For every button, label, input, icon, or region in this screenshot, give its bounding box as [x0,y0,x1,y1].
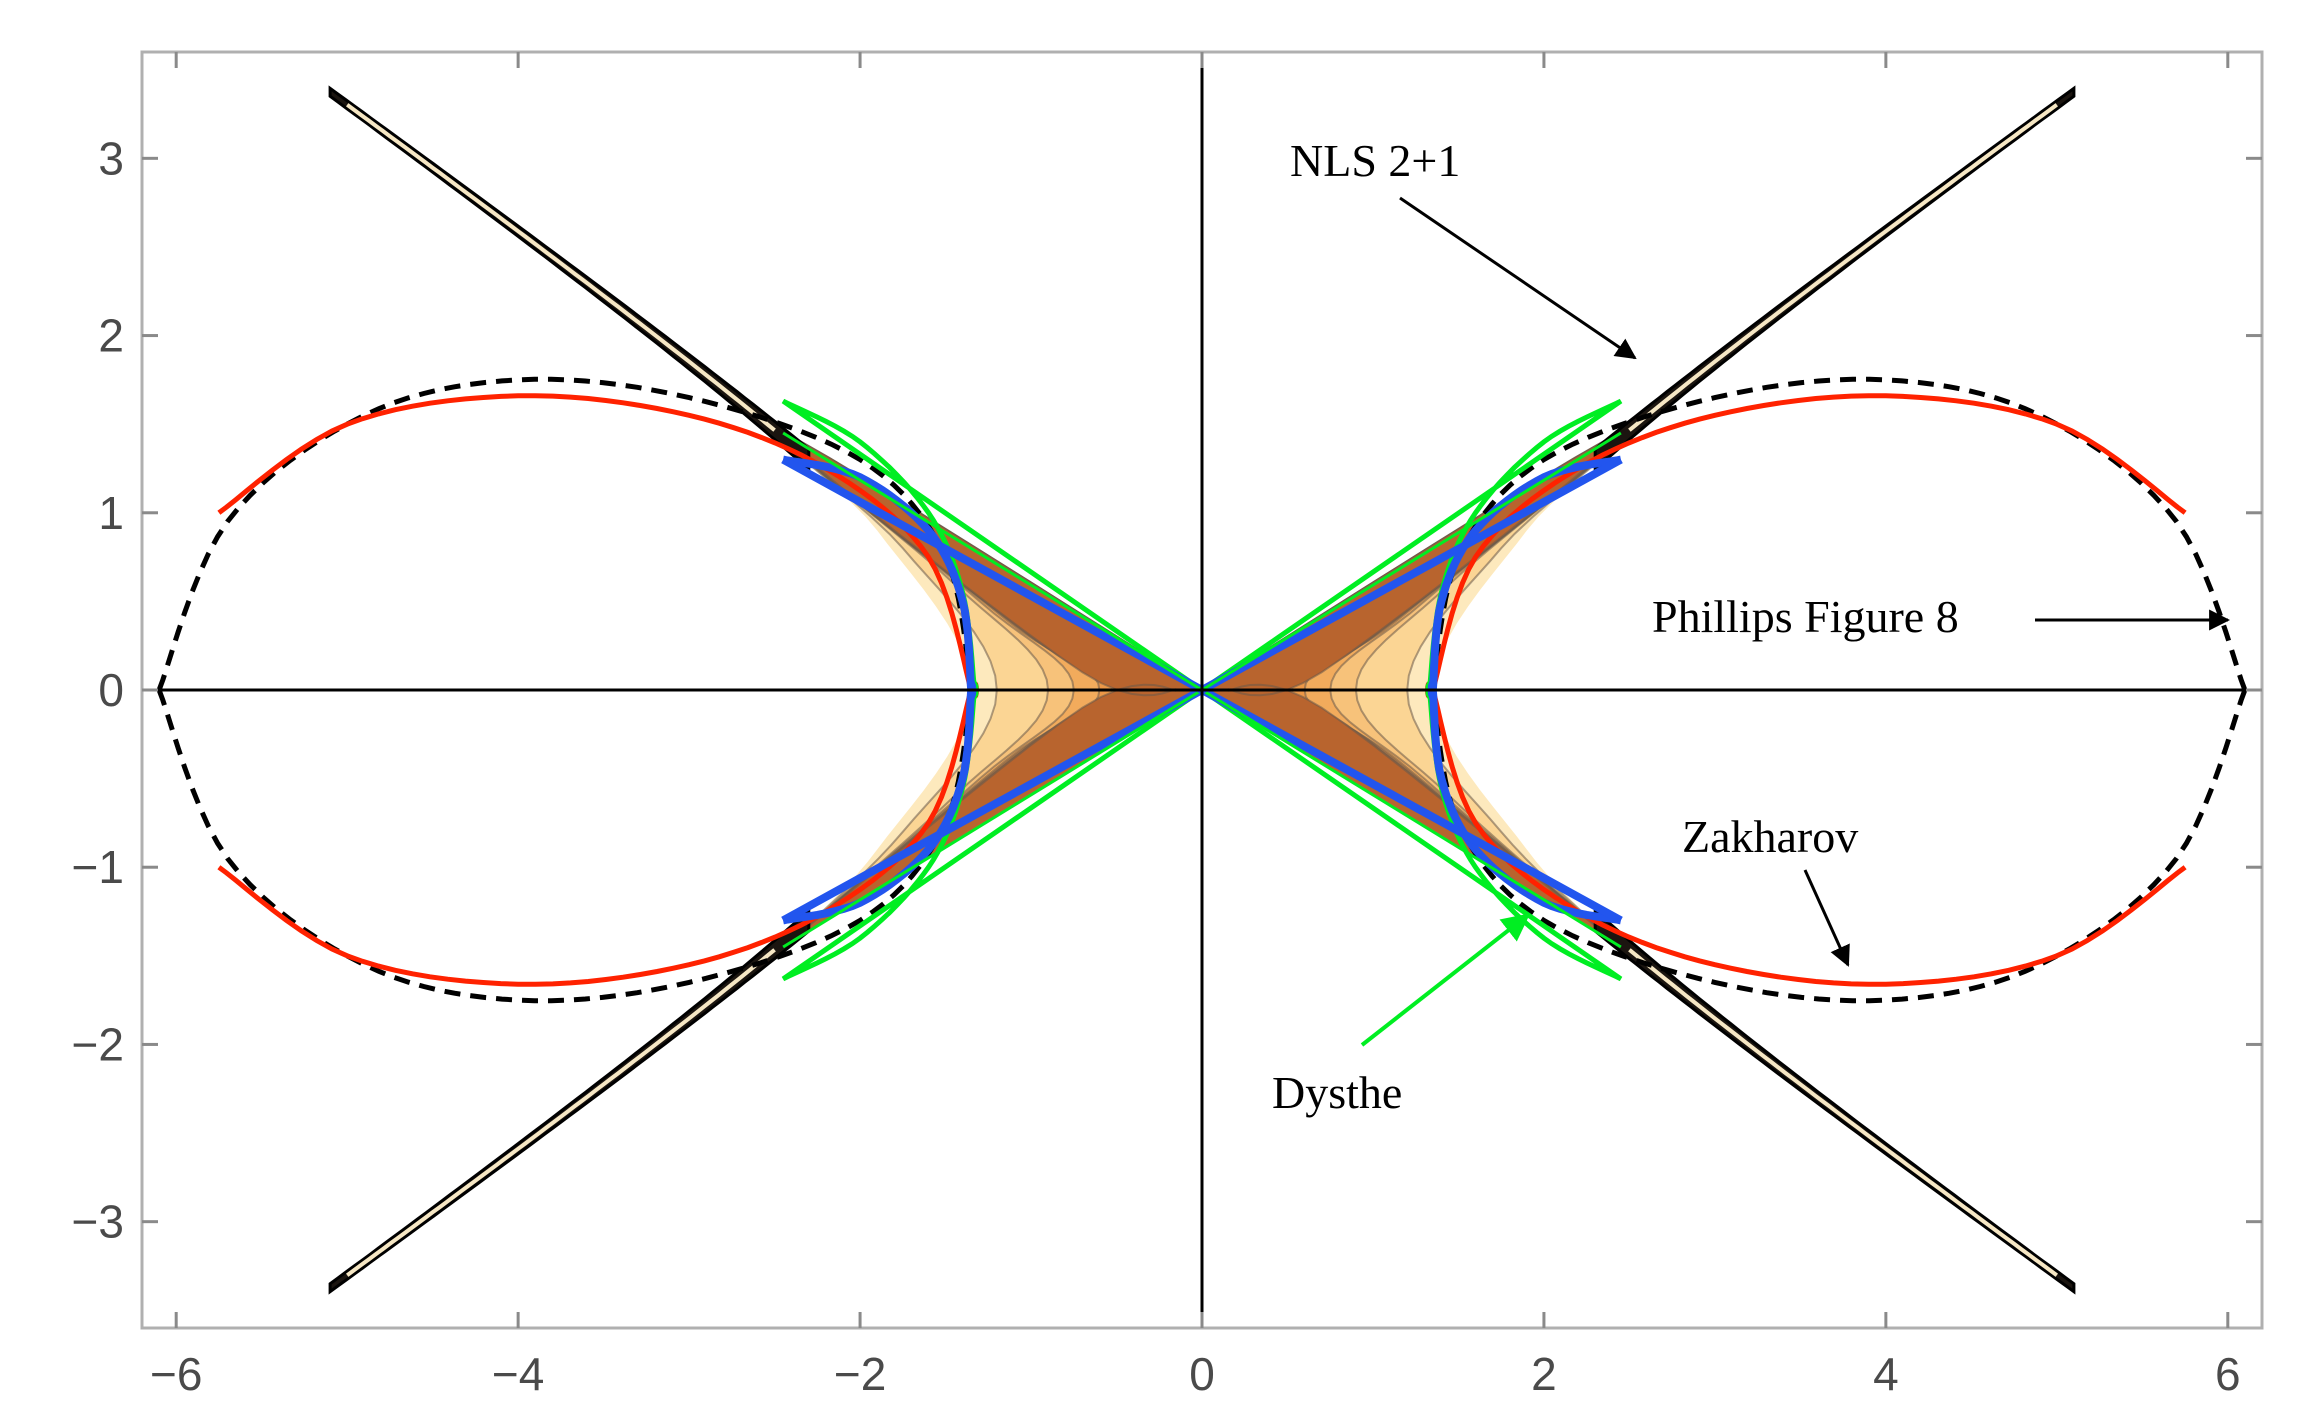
blue-edge-right [1200,686,1623,924]
blue-edge-left [781,686,1204,924]
blue-edge-right [1200,456,1623,694]
x-tick-label: 4 [1873,1348,1899,1400]
contour-band-left-0 [769,428,1202,948]
blue-edge-left [781,456,1204,694]
dysthe-edge-right [1201,688,1622,949]
nls-band-left-upper [328,85,811,473]
x-tick-label: −6 [150,1348,202,1400]
dysthe-edge-left [782,688,1203,949]
dysthe-edge-right [1201,431,1622,692]
x-tick-label: 6 [2215,1348,2241,1400]
annotation-phillips: Phillips Figure 8 [1652,591,1959,642]
contour-band-right-0 [1202,428,1635,948]
annotation-nls-arrow [1399,196,1637,360]
y-tick-label: 0 [98,664,124,716]
y-tick-label: 1 [98,487,124,539]
annotation-zakharov-arrow [1803,869,1850,967]
annotation-zakharov: Zakharov [1682,811,1858,862]
nls-band-highlight [1628,948,2058,1277]
annotation-dysthe-arrow [1360,913,1531,1047]
nls-band-highlight [1628,103,2058,432]
y-tick-label: 3 [98,132,124,184]
x-tick-label: 0 [1189,1348,1215,1400]
annotation-dysthe: Dysthe [1272,1067,1402,1118]
dysthe-edge-left [782,431,1203,692]
nls-band-highlight [346,103,776,432]
nls-band-right-upper [1593,85,2076,473]
y-tick-label: −3 [72,1196,124,1248]
nls-bands [328,85,2076,1295]
x-tick-label: −4 [492,1348,544,1400]
y-tick-label: 2 [98,310,124,362]
y-tick-label: −2 [72,1018,124,1070]
nls-band-highlight [346,948,776,1277]
nls-band-right-lower [1593,907,2076,1295]
y-tick-label: −1 [72,841,124,893]
x-tick-label: 2 [1531,1348,1557,1400]
x-tick-label: −2 [834,1348,886,1400]
ticks: −6 −4 −2 0 2 4 6 −3 −2 −1 0 1 2 3 [72,52,2262,1400]
annotation-nls: NLS 2+1 [1290,135,1460,186]
nls-band-left-lower [328,907,811,1295]
